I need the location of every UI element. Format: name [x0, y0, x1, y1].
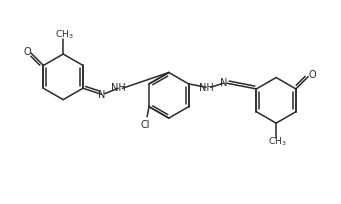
Text: CH$_3$: CH$_3$: [268, 136, 286, 149]
Text: O: O: [309, 70, 316, 80]
Text: N: N: [220, 78, 227, 88]
Text: CH$_3$: CH$_3$: [55, 29, 74, 41]
Text: Cl: Cl: [140, 120, 150, 130]
Text: O: O: [23, 47, 31, 57]
Text: N: N: [98, 90, 105, 100]
Text: NH: NH: [111, 83, 126, 93]
Text: NH: NH: [199, 83, 214, 93]
